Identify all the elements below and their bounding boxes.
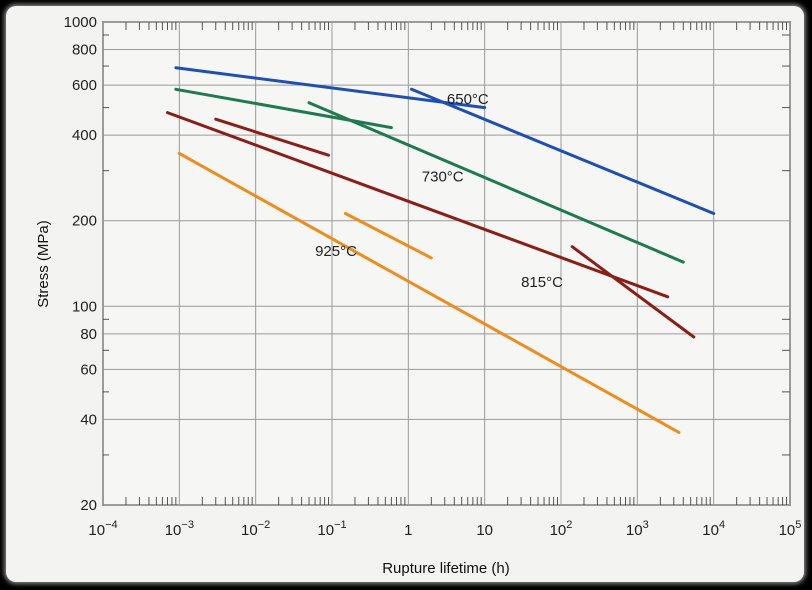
x-tick-label: 102 (550, 519, 573, 539)
series-line (177, 151, 681, 434)
y-tick-labels: 20 40 60 80 100 200 400 600 800 1000 (64, 14, 97, 514)
series-label: 925°C (315, 243, 357, 260)
y-axis-title: Stress (MPa) (35, 220, 52, 308)
series-line (343, 212, 433, 260)
x-tick-label: 104 (702, 519, 725, 539)
chart-canvas: 10−4 10−3 10−2 10−1 1 10 102 103 104 105 20 40 60 80… (35, 14, 801, 577)
y-tick-label: 600 (72, 77, 97, 94)
x-tick-label: 10−4 (88, 519, 117, 539)
series-label: 815°C (521, 274, 563, 291)
y-tick-label: 400 (72, 127, 97, 144)
x-axis-title: Rupture lifetime (h) (382, 560, 510, 577)
y-tick-label: 60 (80, 361, 97, 378)
y-tick-label: 40 (80, 411, 97, 428)
x-tick-label: 10−2 (241, 519, 270, 539)
y-tick-label: 100 (72, 298, 97, 315)
series-label: 730°C (422, 168, 464, 185)
y-tick-label: 80 (80, 326, 97, 343)
y-tick-label: 200 (72, 213, 97, 230)
grid-lines (102, 21, 791, 506)
series-labels: 650°C 730°C 815°C 925°C (315, 91, 563, 291)
x-tick-label: 10−1 (317, 519, 346, 539)
minor-ticks (103, 22, 790, 505)
series-line (410, 87, 716, 215)
chart-frame: 10−4 10−3 10−2 10−1 1 10 102 103 104 105 20 40 60 80… (6, 6, 804, 582)
x-tick-label: 10 (476, 522, 493, 539)
series-group (166, 66, 716, 434)
x-tick-label: 1 (404, 522, 412, 539)
x-tick-label: 10−3 (165, 519, 194, 539)
y-tick-label: 20 (80, 497, 97, 514)
x-tick-label: 103 (626, 519, 649, 539)
series-label: 650°C (447, 91, 489, 108)
x-tick-label: 105 (779, 519, 802, 539)
series-line (307, 101, 685, 264)
series-line (570, 245, 696, 339)
series-line (166, 111, 670, 299)
x-tick-labels: 10−4 10−3 10−2 10−1 1 10 102 103 104 105 (88, 519, 801, 539)
series-line (174, 66, 487, 110)
y-tick-label: 800 (72, 42, 97, 59)
y-tick-label: 1000 (64, 14, 97, 31)
series-line (214, 117, 330, 157)
